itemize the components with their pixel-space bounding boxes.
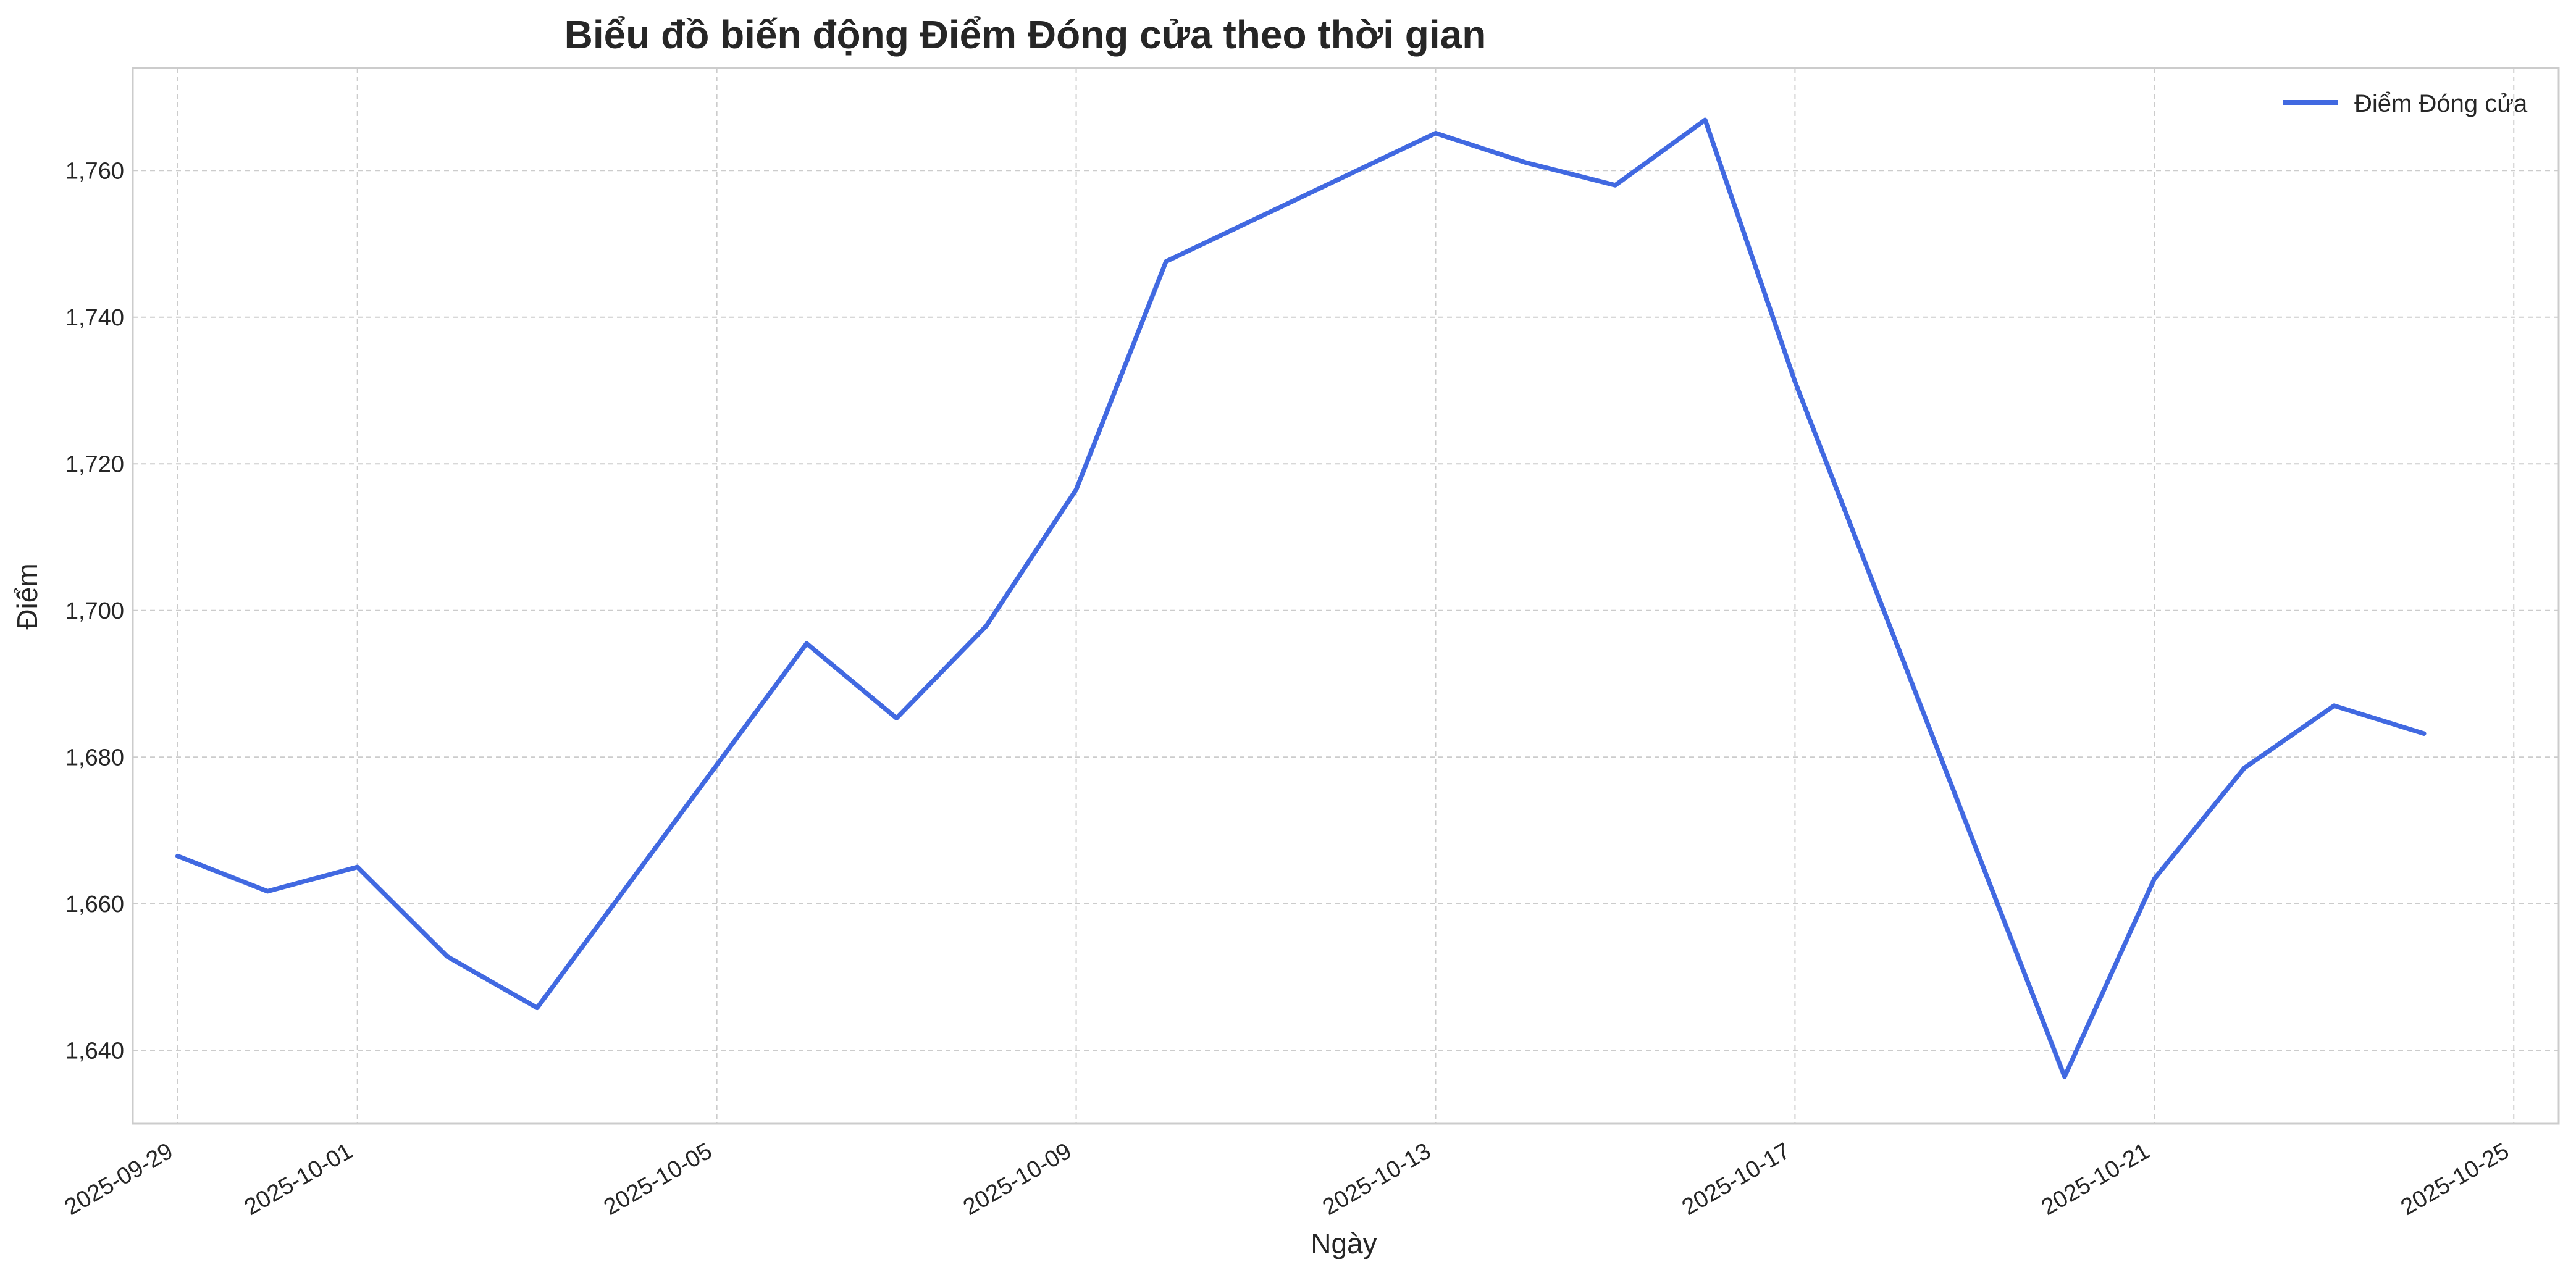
grid bbox=[133, 68, 2559, 1124]
y-tick-label: 1,760 bbox=[65, 158, 124, 184]
y-axis-ticks: 1,640 1,660 1,680 1,700 1,720 1,740 1,760 bbox=[65, 158, 124, 1064]
y-tick-label: 1,680 bbox=[65, 745, 124, 771]
legend-label: Điểm Đóng cửa bbox=[2354, 90, 2528, 117]
plot-frame bbox=[132, 67, 2560, 1125]
chart-title: Biểu đồ biến động Điểm Đóng cửa theo thờ… bbox=[564, 12, 1487, 57]
y-tick-label: 1,640 bbox=[65, 1038, 124, 1064]
series-layer bbox=[175, 117, 2427, 1079]
legend: Điểm Đóng cửa bbox=[2283, 90, 2528, 117]
y-tick-label: 1,720 bbox=[65, 451, 124, 477]
series-line bbox=[175, 117, 2427, 1079]
y-tick-label: 1,660 bbox=[65, 892, 124, 917]
y-axis-label: Điểm bbox=[11, 563, 43, 629]
y-tick-label: 1,700 bbox=[65, 598, 124, 624]
y-tick-label: 1,740 bbox=[65, 305, 124, 331]
x-axis-label: Ngày bbox=[1311, 1227, 1377, 1259]
